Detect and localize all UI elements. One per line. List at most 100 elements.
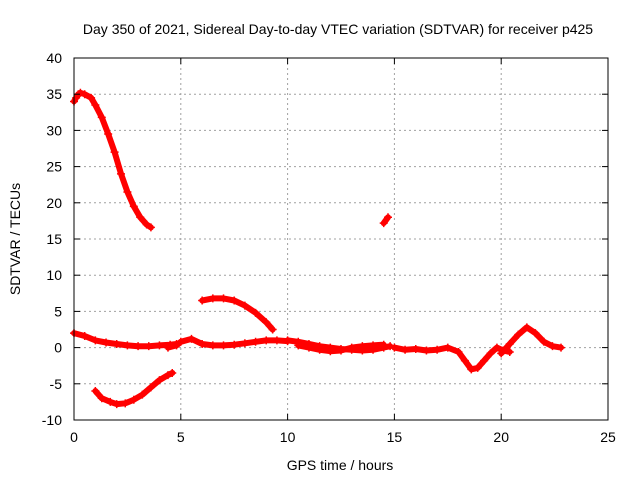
- data-point: [326, 347, 335, 356]
- data-point: [104, 130, 113, 139]
- data-point: [146, 223, 155, 232]
- data-point: [230, 296, 239, 305]
- data-point: [172, 341, 181, 350]
- data-point: [144, 342, 153, 351]
- y-tick-label: 25: [46, 159, 62, 175]
- data-point: [198, 339, 207, 348]
- data-point: [315, 345, 324, 354]
- data-point: [486, 349, 495, 358]
- data-point: [134, 342, 143, 351]
- data-point: [163, 343, 172, 352]
- series-arc-10: [497, 323, 566, 358]
- grid-layer: [74, 58, 608, 420]
- data-point: [106, 397, 115, 406]
- data-point: [358, 342, 367, 351]
- data-point: [492, 343, 501, 352]
- tick-layer: 0 5 10 15 20 25 -10 -5 0 5 10 15 20 25 30 35 40: [42, 50, 616, 445]
- data-point: [91, 336, 100, 345]
- data-point: [163, 371, 172, 380]
- series-arc-2: [70, 329, 181, 351]
- data-point: [379, 219, 388, 228]
- y-tick-label: 30: [46, 122, 62, 138]
- data-point: [187, 334, 196, 343]
- y-tick-label: 35: [46, 86, 62, 102]
- data-point: [91, 387, 100, 396]
- data-point: [123, 187, 132, 196]
- data-point: [155, 341, 164, 350]
- data-point: [390, 343, 399, 352]
- data-point: [548, 342, 557, 351]
- data-point: [262, 336, 271, 345]
- data-point: [557, 343, 566, 352]
- data-point: [433, 345, 442, 354]
- data-point: [294, 341, 303, 350]
- x-tick-label: 15: [387, 429, 403, 445]
- data-point: [347, 343, 356, 352]
- data-point: [467, 365, 476, 374]
- data-point: [251, 337, 260, 346]
- data-point: [91, 101, 100, 110]
- data-point: [505, 347, 514, 356]
- data-point: [480, 356, 489, 365]
- data-point: [337, 346, 345, 355]
- data-point: [219, 294, 228, 303]
- data-point: [454, 347, 463, 356]
- y-tick-label: 0: [54, 340, 62, 356]
- data-point: [168, 368, 177, 377]
- x-tick-label: 20: [493, 429, 509, 445]
- data-point: [219, 341, 228, 350]
- y-tick-label: 5: [54, 303, 62, 319]
- data-point: [240, 339, 249, 348]
- data-point: [268, 325, 277, 334]
- data-point: [240, 301, 249, 310]
- data-point: [80, 332, 89, 341]
- data-point: [251, 308, 260, 317]
- data-point: [112, 339, 121, 348]
- data-point: [304, 343, 313, 352]
- y-tick-label: -10: [42, 412, 62, 428]
- data-point: [155, 376, 164, 385]
- series-arc-7: [294, 340, 388, 356]
- data-point: [116, 169, 125, 178]
- series-arc-5: [198, 294, 277, 334]
- data-point: [129, 202, 138, 211]
- x-axis-label: GPS time / hours: [287, 457, 394, 473]
- y-tick-label: 20: [46, 195, 62, 211]
- data-point: [138, 390, 147, 399]
- data-point: [97, 394, 106, 403]
- data-point: [87, 93, 96, 102]
- data-point: [110, 148, 119, 157]
- data-point: [401, 345, 410, 354]
- data-point: [102, 338, 111, 347]
- data-point: [514, 330, 523, 339]
- y-tick-label: 10: [46, 267, 62, 283]
- x-tick-label: 5: [177, 429, 185, 445]
- data-point: [497, 349, 506, 358]
- data-point: [272, 336, 281, 345]
- data-point: [505, 339, 514, 348]
- data-point: [383, 213, 392, 222]
- data-point: [379, 340, 388, 349]
- x-tick-label: 10: [280, 429, 296, 445]
- data-point: [460, 356, 469, 365]
- data-point: [208, 341, 217, 350]
- data-point: [176, 337, 185, 346]
- data-point: [80, 90, 89, 99]
- data-point: [198, 296, 207, 305]
- x-tick-label: 0: [70, 429, 78, 445]
- data-point: [112, 400, 121, 409]
- data-point: [123, 341, 132, 350]
- data-point: [369, 341, 378, 350]
- data-point: [121, 399, 130, 408]
- y-axis-label: SDTVAR / TECUs: [7, 183, 23, 295]
- series-arc-4: [163, 334, 292, 352]
- data-point: [531, 329, 540, 338]
- data-point: [262, 318, 271, 327]
- y-tick-label: 15: [46, 231, 62, 247]
- chart-title: Day 350 of 2021, Sidereal Day-to-day VTE…: [83, 21, 593, 37]
- data-point: [443, 343, 452, 352]
- y-tick-label: 40: [46, 50, 62, 66]
- data-layer: [70, 88, 566, 409]
- data-point: [283, 336, 292, 345]
